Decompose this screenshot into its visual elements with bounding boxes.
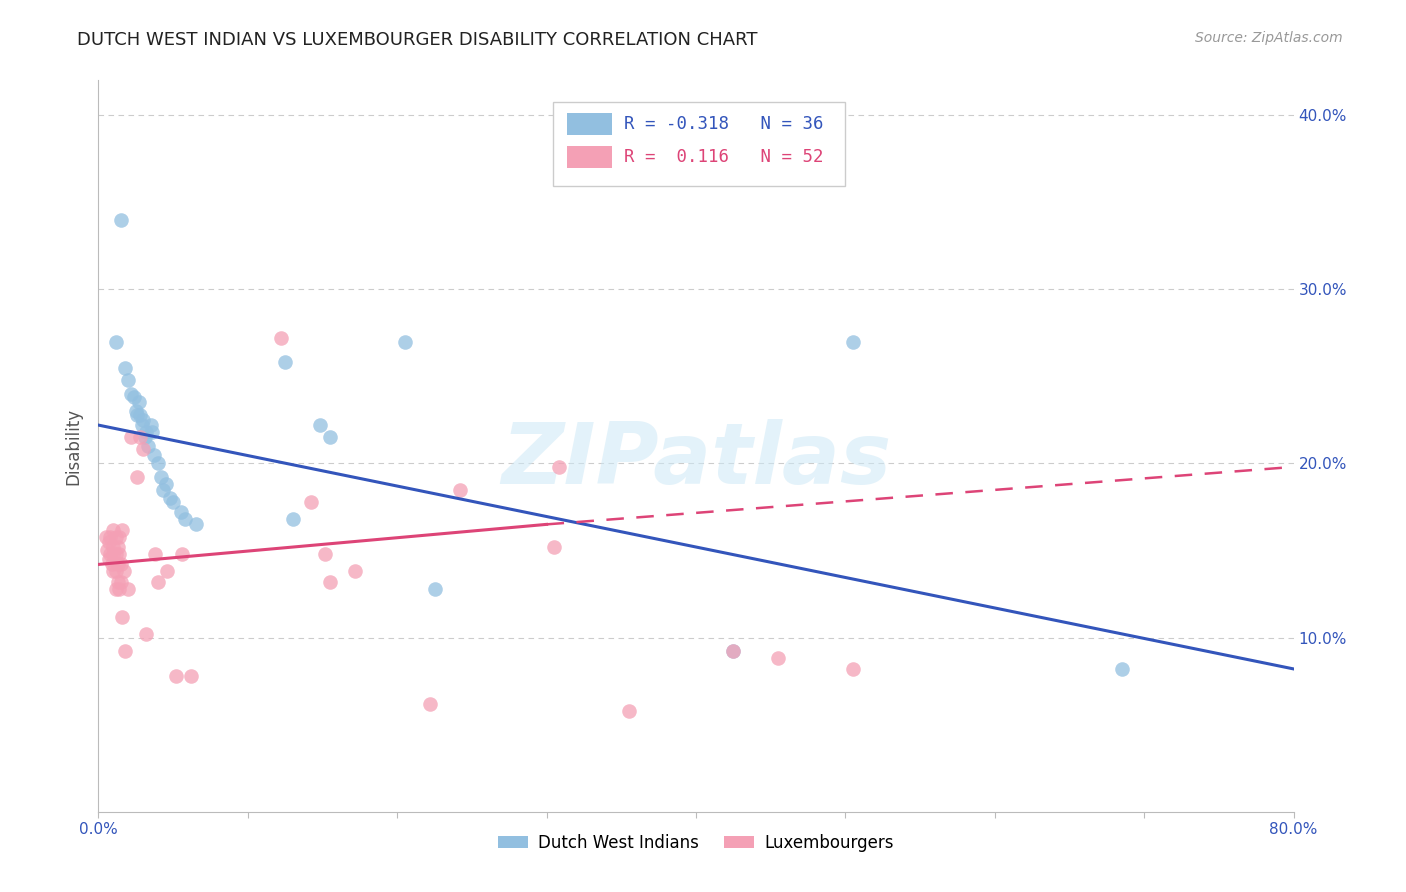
Point [135, 425, 157, 439]
Point [97, 552, 120, 566]
Point [274, 355, 297, 369]
Point [94, 530, 117, 544]
Point [124, 390, 146, 404]
Point [108, 547, 131, 561]
Point [111, 609, 134, 624]
Point [1111, 662, 1133, 676]
Point [184, 517, 207, 532]
Point [165, 669, 187, 683]
Point [108, 582, 131, 596]
Point [174, 512, 197, 526]
Point [107, 574, 129, 589]
Point [148, 574, 170, 589]
Point [132, 413, 155, 427]
Point [114, 360, 136, 375]
Point [120, 386, 142, 401]
Point [270, 331, 292, 345]
Point [132, 442, 155, 457]
Point [139, 418, 162, 433]
Point [103, 547, 125, 561]
Text: R = -0.318   N = 36: R = -0.318 N = 36 [624, 115, 824, 133]
Text: ZIPatlas: ZIPatlas [501, 419, 891, 502]
Point [107, 540, 129, 554]
Point [842, 662, 865, 676]
Point [96, 543, 118, 558]
Point [423, 582, 446, 596]
Point [419, 697, 441, 711]
Point [148, 457, 170, 471]
Legend: Dutch West Indians, Luxembourgers: Dutch West Indians, Luxembourgers [492, 827, 900, 858]
Point [125, 404, 148, 418]
Point [143, 547, 166, 561]
Point [766, 651, 789, 665]
Point [134, 430, 156, 444]
FancyBboxPatch shape [567, 113, 613, 136]
FancyBboxPatch shape [567, 146, 613, 168]
Point [98, 547, 122, 561]
Point [103, 540, 125, 554]
Point [299, 494, 322, 508]
Point [162, 494, 184, 508]
Point [180, 669, 202, 683]
Point [117, 373, 139, 387]
Point [98, 530, 122, 544]
Point [101, 558, 124, 572]
Point [308, 418, 330, 433]
Point [152, 483, 174, 497]
Point [114, 644, 136, 658]
Point [723, 644, 745, 658]
Point [842, 334, 865, 349]
Point [120, 430, 142, 444]
Point [127, 470, 149, 484]
Point [107, 558, 129, 572]
Point [319, 430, 342, 444]
Point [547, 459, 569, 474]
Point [110, 558, 132, 572]
Point [105, 582, 128, 596]
Point [135, 627, 157, 641]
Point [129, 430, 152, 444]
Point [103, 523, 125, 537]
Point [156, 565, 179, 579]
Point [155, 477, 177, 491]
Point [131, 418, 153, 433]
FancyBboxPatch shape [553, 103, 845, 186]
Point [543, 540, 565, 554]
Point [97, 534, 120, 549]
Point [108, 530, 131, 544]
Point [110, 212, 132, 227]
Point [129, 408, 152, 422]
Point [394, 334, 416, 349]
Point [112, 565, 135, 579]
Point [105, 547, 128, 561]
Point [169, 505, 191, 519]
Point [723, 644, 745, 658]
Point [111, 523, 134, 537]
Point [315, 547, 337, 561]
Text: Source: ZipAtlas.com: Source: ZipAtlas.com [1195, 31, 1343, 45]
Point [159, 491, 181, 506]
Point [150, 470, 173, 484]
Point [281, 512, 304, 526]
Point [172, 547, 194, 561]
Text: R =  0.116   N = 52: R = 0.116 N = 52 [624, 148, 824, 166]
Y-axis label: Disability: Disability [65, 408, 83, 484]
Point [617, 704, 640, 718]
Point [105, 334, 128, 349]
Point [105, 565, 128, 579]
Point [117, 582, 139, 596]
Point [142, 448, 165, 462]
Point [110, 574, 132, 589]
Point [344, 565, 367, 579]
Point [136, 439, 159, 453]
Point [127, 408, 149, 422]
Point [128, 395, 150, 409]
Point [319, 574, 342, 589]
Point [105, 530, 128, 544]
Point [449, 483, 471, 497]
Point [103, 565, 125, 579]
Point [141, 425, 163, 439]
Text: DUTCH WEST INDIAN VS LUXEMBOURGER DISABILITY CORRELATION CHART: DUTCH WEST INDIAN VS LUXEMBOURGER DISABI… [77, 31, 758, 49]
